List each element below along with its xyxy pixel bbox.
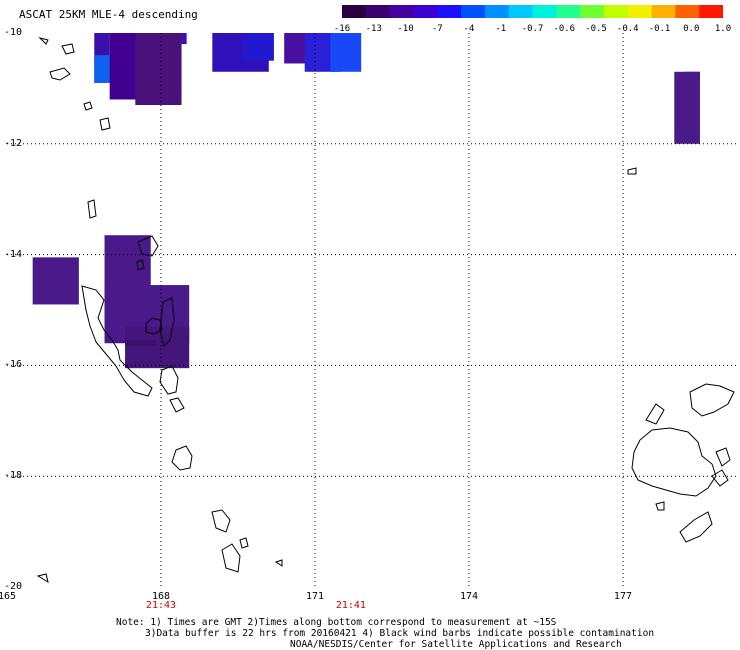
coastlines	[36, 37, 735, 584]
color-bar-segment	[603, 5, 629, 18]
pass-time-label: 21:41	[335, 600, 366, 611]
wind-swath-cell	[304, 33, 341, 72]
wind-swath-cell	[94, 55, 115, 83]
color-bar-segment	[556, 5, 581, 18]
color-bar-tick-label: -4	[463, 24, 475, 34]
wind-swath-cell	[104, 285, 190, 344]
wind-swath-cell	[125, 326, 190, 369]
latitude-label: -20	[4, 581, 23, 592]
color-bar-segment	[342, 5, 367, 18]
color-bar-segment	[532, 5, 557, 18]
color-bar-tick-label: 0.0	[683, 24, 700, 34]
wind-swath-cell	[109, 33, 182, 100]
latitude-label: -16	[4, 359, 23, 371]
note-line-3: NOAA/NESDIS/Center for Satellite Applica…	[290, 639, 622, 650]
note-line-1: Note: 1) Times are GMT 2)Times along bot…	[116, 617, 557, 628]
latitude-label: -12	[4, 137, 23, 149]
latitude-label: -14	[4, 248, 23, 260]
color-bar-segment	[437, 5, 462, 18]
longitude-label: 165	[0, 591, 17, 602]
wind-swath-cell	[330, 33, 362, 72]
color-bar-segment	[627, 5, 653, 18]
wind-swath-cell	[243, 33, 274, 61]
color-bar-segment	[413, 5, 438, 18]
color-bar-tick-label: -10	[397, 24, 414, 34]
longitude-label: 171	[305, 591, 324, 602]
color-bar-tick-label: -0.4	[616, 24, 639, 34]
note-line-2: 3)Data buffer is 22 hrs from 20160421 4)…	[145, 628, 655, 639]
lat-lon-grid	[7, 33, 738, 587]
color-bar-segment	[580, 5, 605, 18]
color-bar-tick-label: -0.6	[553, 24, 576, 34]
color-bar-tick-label: -0.1	[648, 24, 671, 34]
color-bar-tick-label: -13	[365, 24, 382, 34]
color-bar-tick-label: -16	[333, 24, 351, 34]
longitude-label: 168	[151, 591, 171, 602]
wind-swath-cell	[94, 33, 110, 83]
wind-swath-cell	[135, 33, 182, 106]
wind-swath-cell	[104, 235, 151, 327]
wind-swath-cell	[181, 33, 187, 45]
color-bar-segment	[699, 5, 723, 18]
wind-swath-cell	[125, 340, 156, 347]
color-bar	[342, 5, 723, 18]
wind-swath-cell	[32, 257, 79, 305]
color-bar-segment	[651, 5, 676, 18]
wind-swath-cells	[32, 33, 700, 369]
wind-swath-cell	[212, 33, 269, 72]
longitude-label: 177	[613, 591, 632, 602]
color-bar-segment	[508, 5, 533, 18]
color-bar-segment	[365, 5, 391, 18]
wind-swath-cell	[674, 71, 700, 144]
wind-swath-cell	[284, 33, 321, 64]
color-bar-tick-label: -1	[495, 24, 507, 34]
color-bar-segment	[461, 5, 486, 18]
longitude-label: 174	[459, 591, 478, 602]
product-title: ASCAT 25KM MLE-4 descending	[19, 8, 198, 21]
color-bar-tick-label: -7	[431, 24, 443, 34]
color-bar-segment	[675, 5, 700, 18]
latitude-label: -10	[4, 27, 23, 38]
color-bar-segment	[389, 5, 414, 18]
color-bar-tick-label: -0.5	[585, 24, 607, 34]
color-bar-tick-label: -0.7	[521, 24, 544, 34]
wind-swath-cell	[684, 71, 700, 81]
color-bar-segment	[484, 5, 510, 18]
color-bar-tick-label: 1.0	[714, 24, 732, 34]
pass-time-label: 21:43	[145, 600, 177, 611]
latitude-label: -18	[4, 470, 23, 482]
